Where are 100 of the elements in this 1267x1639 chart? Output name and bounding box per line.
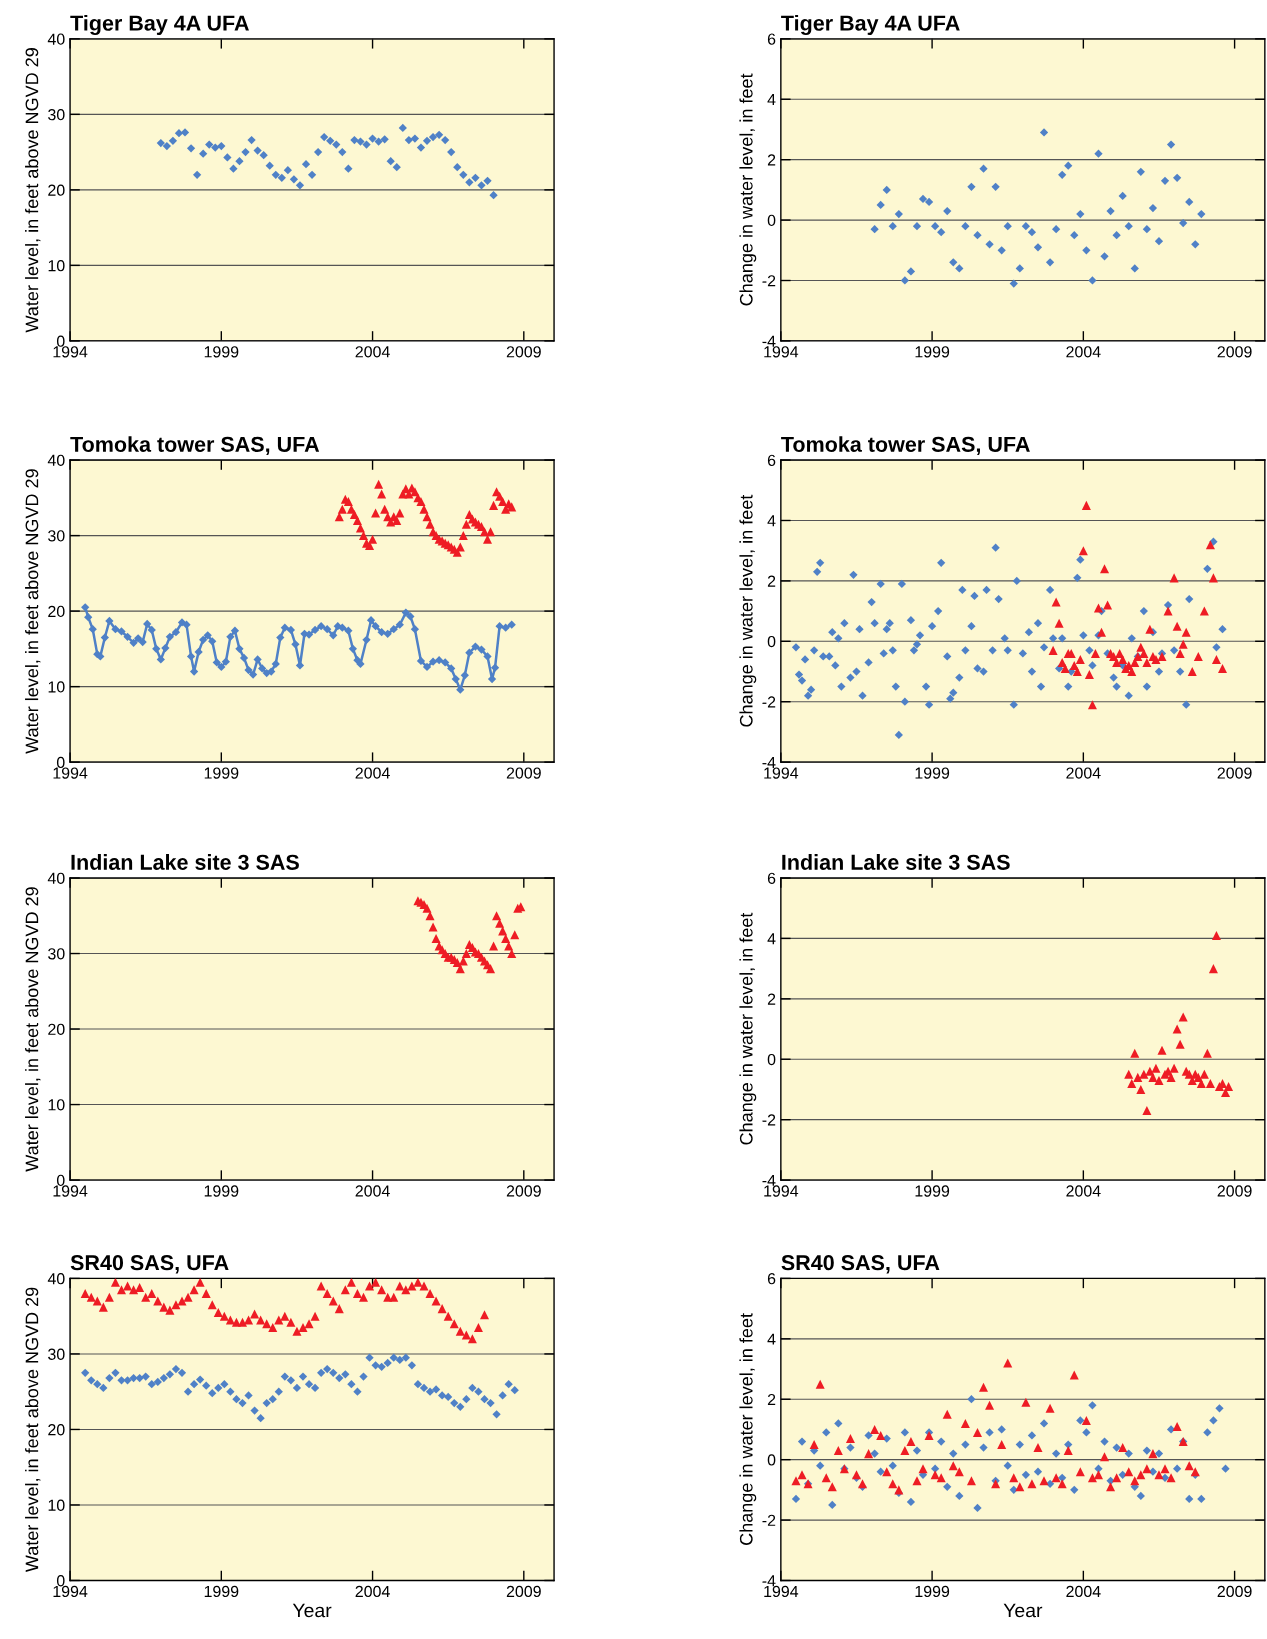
point [1211,930,1221,940]
y-tick-label: 30 [48,1348,65,1360]
point [320,132,329,142]
point [235,157,244,166]
point [1196,1078,1206,1088]
point [949,258,958,267]
y-tick-label: 10 [48,260,65,272]
point [489,191,498,200]
point [1139,1069,1149,1079]
y-axis-title: Change in water level, in feet [739,73,757,306]
y-tick-label: 0 [56,335,65,347]
point [1145,624,1155,634]
y-tick-label: 4 [767,94,776,106]
x-tick-label: 1994 [53,1585,88,1598]
x-tick-label: 2009 [1217,767,1252,779]
point [1154,1075,1164,1085]
point [162,141,171,151]
point [1197,209,1206,219]
point [422,512,432,522]
point [1078,546,1088,556]
x-tick-label: 1994 [764,1185,799,1197]
point [307,170,317,179]
y-tick-label: 30 [48,109,65,121]
point [1100,252,1109,261]
chart-title: Indian Lake site 3 SAS [71,854,299,870]
y-tick-label: 30 [48,948,65,960]
point [979,164,988,173]
point [199,149,208,158]
point [459,170,468,179]
x-axis-title: Year [1003,1603,1043,1618]
point [337,504,347,514]
point [1060,663,1070,674]
y-axis-title: Change in water level, in feet [739,1313,757,1545]
point [1166,140,1176,149]
point [1127,1078,1137,1088]
y-tick-label: 0 [56,1575,65,1587]
point [888,222,897,231]
y-tick-label: -4 [762,1575,776,1587]
point [380,504,390,514]
x-tick-label: 1994 [764,767,799,779]
point [1208,964,1218,974]
point [180,128,190,137]
point [1199,606,1209,616]
point [1187,667,1197,677]
point [217,141,226,151]
point [398,123,407,133]
point [906,267,916,276]
x-tick-label: 1999 [915,1585,950,1598]
point [1142,1106,1152,1116]
point [1166,1072,1176,1082]
y-tick-label: 30 [48,530,65,542]
y-tick-label: -2 [762,275,776,287]
point [1199,1069,1209,1079]
point [1224,1081,1234,1091]
point [428,922,438,932]
point [1070,231,1079,240]
point [453,163,462,172]
y-tick-label: 20 [48,184,65,196]
point [205,140,214,149]
point [386,157,395,166]
x-tick-label: 1999 [915,1185,950,1197]
x-tick-label: 1994 [53,1185,88,1197]
y-axis-title: Change in water level, in feet [739,912,757,1145]
point [1021,222,1030,231]
y-tick-label: 40 [47,454,65,467]
point [1139,648,1149,658]
x-tick-label: 2009 [506,1585,541,1598]
point [1217,663,1228,674]
y-tick-label: 6 [767,33,776,45]
point [1076,209,1085,219]
x-tick-label: 2004 [355,767,390,779]
point [1124,1069,1134,1079]
y-axis-title: Water level, in feet above NGVD 29 [25,469,41,754]
y-tick-label: 0 [767,635,776,648]
point [422,903,432,913]
point [498,497,508,507]
point [486,964,496,974]
point [1136,167,1145,176]
point [223,153,232,162]
point [1048,645,1058,655]
point [1179,218,1188,228]
point [1054,618,1064,628]
point [368,134,377,143]
point [1148,1072,1158,1082]
point [326,136,335,145]
point [338,147,347,157]
y-tick-label: -2 [762,1114,776,1126]
point [1009,279,1018,288]
point [295,181,305,190]
chart-title: SR40 SAS, UFA [781,1255,940,1274]
point [416,143,426,152]
x-tick-label: 1999 [204,346,239,358]
y-tick-label: 4 [767,1333,776,1345]
point [377,489,387,499]
point [477,181,486,190]
y-tick-label: -4 [762,335,776,347]
y-axis-title: Water level, in feet above NGVD 29 [25,887,41,1172]
point [352,515,362,525]
point [1118,654,1128,664]
point [486,527,496,537]
